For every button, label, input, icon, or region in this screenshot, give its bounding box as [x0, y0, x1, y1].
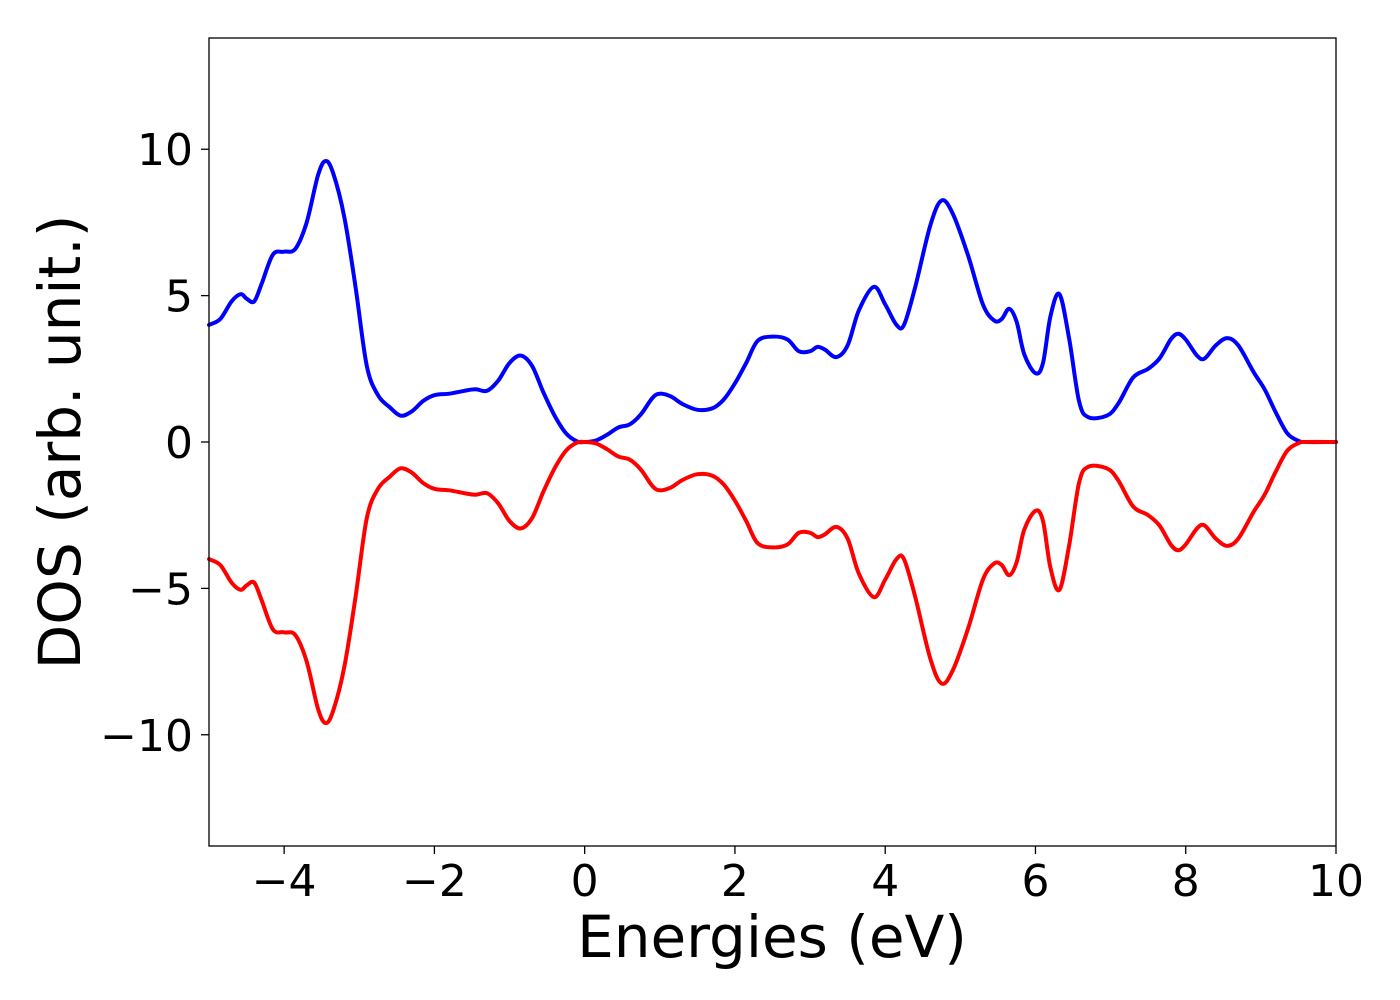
- y-tick-label: 5: [165, 272, 193, 323]
- x-tick-label: −4: [252, 856, 317, 907]
- plot-frame: [208, 37, 1337, 847]
- y-tick-label: 0: [165, 418, 193, 469]
- y-tick-label: −10: [100, 711, 193, 762]
- y-axis-label: DOS (arb. unit.): [26, 215, 94, 670]
- x-tick-label: 2: [721, 856, 749, 907]
- x-tick-label: 0: [571, 856, 599, 907]
- x-tick-label: −2: [402, 856, 467, 907]
- y-axis: −10 −5 0 5 10: [100, 125, 209, 762]
- y-tick-label: −5: [128, 564, 193, 615]
- x-tick-label: 10: [1308, 856, 1364, 907]
- y-tick-label: 10: [137, 125, 193, 176]
- x-axis: −4 −2 0 2 4 6 8 10: [252, 846, 1364, 907]
- x-axis-label: Energies (eV): [577, 903, 967, 971]
- dos-curve-negative: [207, 439, 1338, 726]
- plot-series: [207, 158, 1338, 726]
- dos-curve-positive: [207, 158, 1338, 445]
- x-tick-label: 4: [871, 856, 899, 907]
- x-tick-label: 8: [1172, 856, 1200, 907]
- x-tick-label: 6: [1021, 856, 1049, 907]
